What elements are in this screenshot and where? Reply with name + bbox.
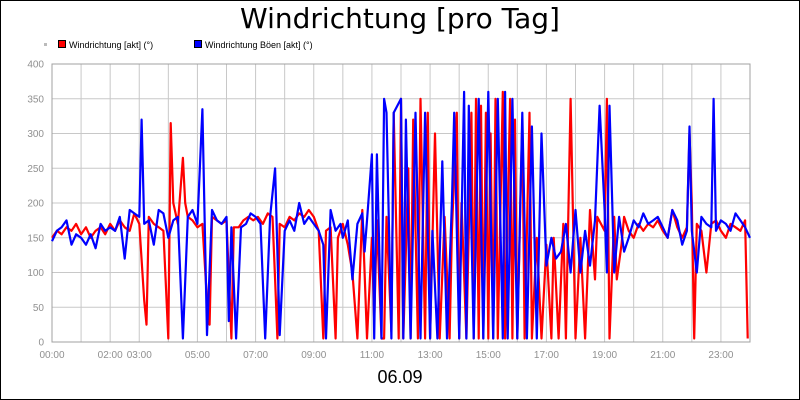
- legend-swatch-blue: [194, 40, 202, 48]
- date-label: 06.09: [377, 367, 423, 387]
- axis-layer: 0 50 100 150 200 250 300 350 400 00:00 02:00 03:00 0…: [27, 60, 751, 361]
- chart-title: Windrichtung [pro Tag]: [240, 2, 560, 35]
- plot-border: [51, 63, 751, 343]
- y-tick-label: 400: [27, 60, 44, 71]
- y-tick-label: 50: [33, 303, 45, 314]
- x-tick-label: 03:00: [127, 350, 152, 361]
- x-tick-label: 07:00: [243, 350, 268, 361]
- y-tick-label: 300: [27, 129, 44, 140]
- x-tick-label: 11:00: [360, 350, 385, 361]
- x-tick-label: 13:00: [418, 350, 443, 361]
- legend-label-windrichtung: Windrichtung [akt] (°): [69, 40, 154, 50]
- x-tick-label: 23:00: [708, 350, 733, 361]
- x-tick-label: 09:00: [301, 350, 326, 361]
- series-line-2: [51, 90, 751, 340]
- y-tick-label: 100: [27, 268, 44, 279]
- x-tick-label: 15:00: [476, 350, 501, 361]
- x-tick-label: 19:00: [592, 350, 617, 361]
- y-tick-label: 250: [27, 164, 44, 175]
- y-tick-label: 350: [27, 94, 44, 105]
- legend-item-windrichtung[interactable]: Windrichtung [akt] (°): [58, 40, 153, 50]
- x-tick-label: 00:00: [39, 350, 64, 361]
- y-tick-label: 0: [38, 338, 44, 349]
- legend-item-windrichtung-boeen[interactable]: Windrichtung Böen [akt] (°): [194, 40, 313, 50]
- x-tick-label: 17:00: [534, 350, 559, 361]
- legend-swatch-red: [58, 40, 66, 48]
- x-tick-label: 21:00: [650, 350, 675, 361]
- legend-toggle-dot[interactable]: [44, 43, 47, 46]
- series-layer: [51, 90, 751, 340]
- legend-label-windrichtung-boeen: Windrichtung Böen [akt] (°): [205, 40, 313, 50]
- y-tick-label: 150: [27, 233, 44, 244]
- y-tick-label: 200: [27, 199, 44, 210]
- x-tick-label: 05:00: [185, 350, 210, 361]
- x-tick-label: 02:00: [98, 350, 123, 361]
